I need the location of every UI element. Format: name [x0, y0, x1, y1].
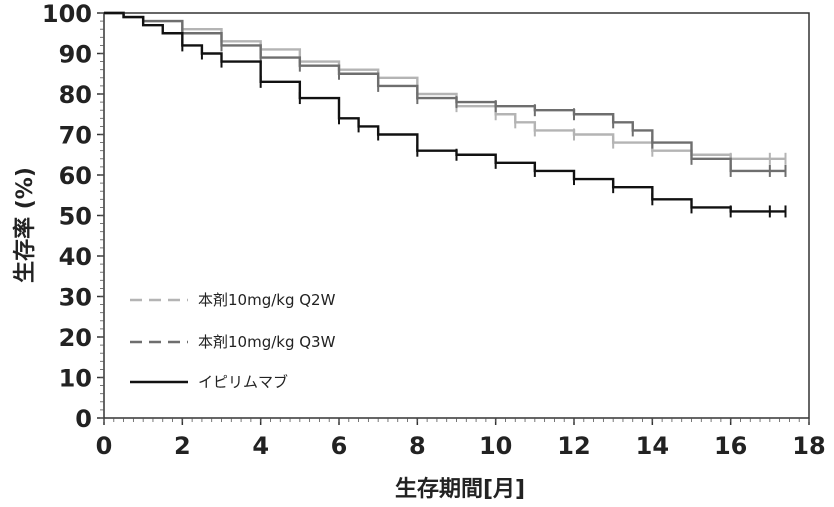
x-tick-label: 4 [252, 432, 269, 460]
x-tick-label: 14 [636, 432, 669, 460]
series-line [104, 11, 786, 213]
plot-frame [103, 12, 810, 419]
y-tick-label: 60 [59, 162, 92, 190]
series-layer [104, 11, 787, 218]
legend-label: 本剤10mg/kg Q2W [198, 291, 336, 309]
series-line [104, 11, 786, 173]
y-axis-label: 生存率 (%) [12, 167, 38, 283]
series-line [104, 11, 786, 160]
y-tick-label: 80 [59, 81, 92, 109]
x-tick-label: 12 [557, 432, 590, 460]
legend: 本剤10mg/kg Q2W 本剤10mg/kg Q3W イピリムマブ [130, 291, 336, 391]
x-tick-label: 6 [331, 432, 348, 460]
x-tick-label: 2 [174, 432, 191, 460]
x-tick-label: 8 [409, 432, 426, 460]
x-tick-label: 18 [792, 432, 825, 460]
plot-area [103, 12, 810, 419]
x-tick-label: 0 [96, 432, 113, 460]
y-tick-label: 70 [59, 122, 92, 150]
x-axis-ticks: 0 2 4 6 8 10 12 14 16 18 [96, 418, 826, 460]
y-axis-ticks: 0 10 20 30 40 50 60 70 80 90 100 [42, 0, 104, 433]
y-tick-label: 90 [59, 41, 92, 69]
y-tick-label: 30 [59, 284, 92, 312]
x-tick-label: 16 [714, 432, 747, 460]
y-tick-label: 100 [42, 0, 92, 28]
legend-label: 本剤10mg/kg Q3W [198, 333, 336, 351]
y-tick-label: 50 [59, 203, 92, 231]
y-tick-label: 0 [75, 405, 92, 433]
y-tick-label: 10 [59, 365, 92, 393]
x-axis-label: 生存期間[月] [395, 476, 525, 502]
x-tick-label: 10 [479, 432, 512, 460]
legend-label: イピリムマブ [198, 373, 288, 391]
y-tick-label: 20 [59, 324, 92, 352]
y-tick-label: 40 [59, 243, 92, 271]
